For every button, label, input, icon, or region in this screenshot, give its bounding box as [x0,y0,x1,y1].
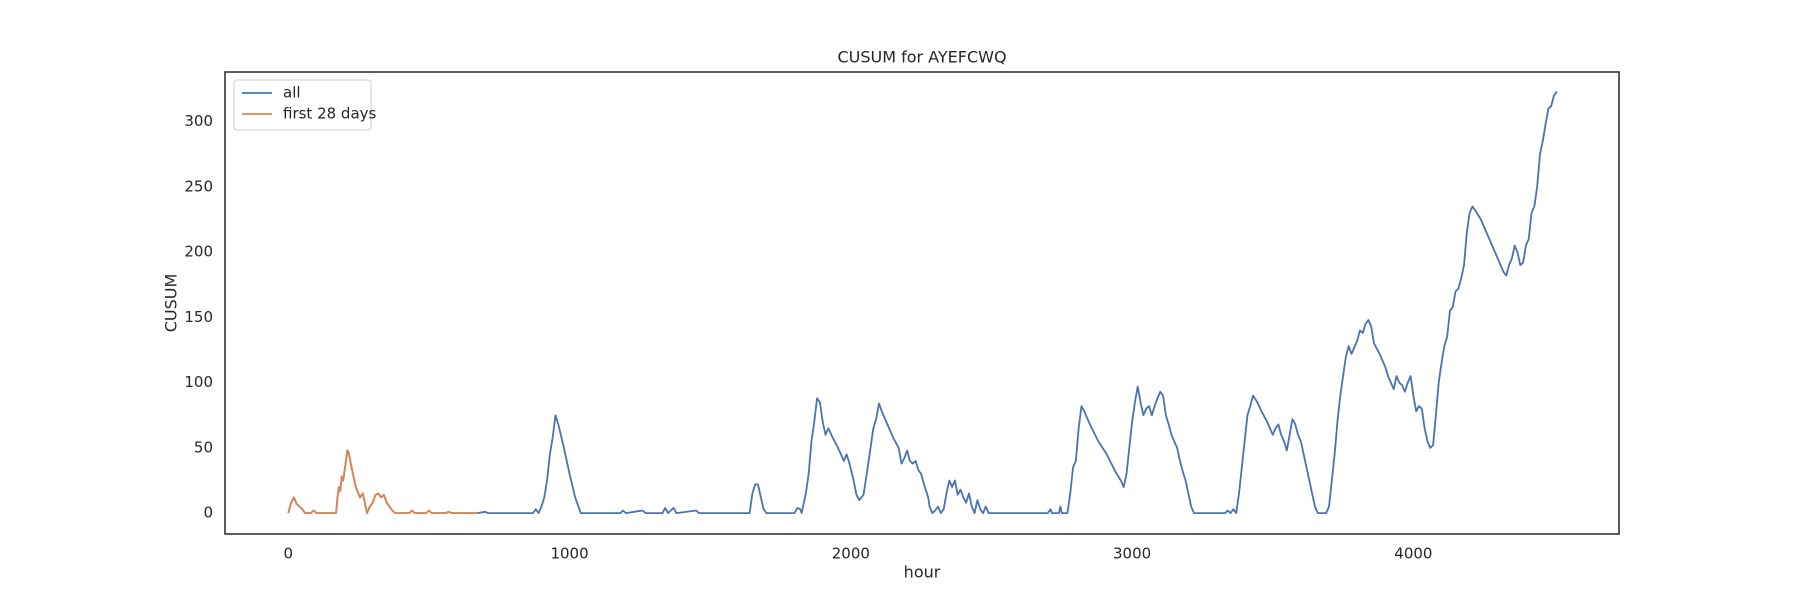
y-tick-label: 150 [184,308,213,326]
series-line [287,91,1558,515]
y-tick-label: 300 [184,112,213,130]
y-tick-label: 50 [194,438,213,456]
plot-frame [224,71,1620,535]
series-line [287,449,478,515]
y-tick-label: 250 [184,177,213,195]
legend-label: first 28 days [283,105,377,123]
x-tick-label: 3000 [1113,545,1151,563]
y-tick-label: 0 [203,504,213,522]
y-axis-label: CUSUM [162,274,181,333]
legend-label: all [283,84,301,102]
y-tick-label: 100 [184,373,213,391]
y-tick-label: 200 [184,243,213,261]
x-tick-label: 2000 [832,545,870,563]
chart-title: CUSUM for AYEFCWQ [837,48,1006,67]
x-tick-label: 0 [284,545,294,563]
x-tick-label: 1000 [550,545,588,563]
x-axis-label: hour [904,563,941,582]
x-tick-label: 4000 [1394,545,1432,563]
